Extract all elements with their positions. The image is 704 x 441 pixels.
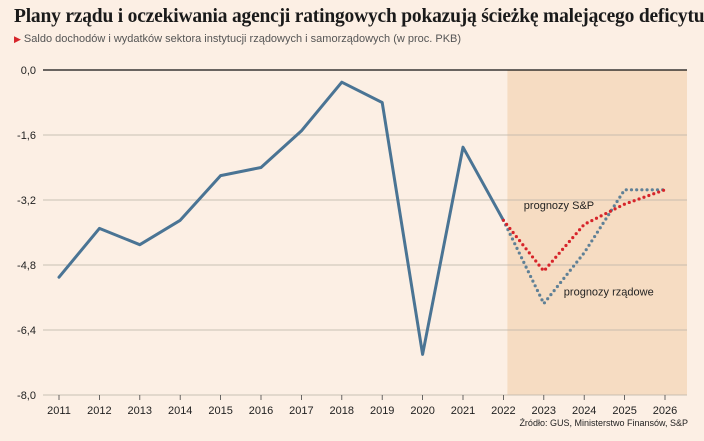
series-line-actual bbox=[57, 80, 505, 356]
x-tick-label: 2021 bbox=[451, 405, 475, 417]
y-tick-label: -3,2 bbox=[17, 195, 36, 207]
x-tick-label: 2012 bbox=[87, 405, 111, 417]
y-tick-label: -6,4 bbox=[17, 325, 36, 337]
grid-layer bbox=[43, 69, 687, 396]
x-tick-label: 2014 bbox=[168, 405, 192, 417]
series-label-gov: prognozy rządowe bbox=[564, 286, 654, 298]
x-tick-label: 2011 bbox=[47, 405, 71, 417]
series-labels: prognozy S&P prognozy rządowe bbox=[524, 200, 654, 299]
y-tick-label: -4,8 bbox=[17, 260, 36, 272]
chart-subtitle: ▶ Saldo dochodów i wydatków sektora insty… bbox=[14, 33, 461, 45]
x-tick-label: 2022 bbox=[491, 405, 515, 417]
x-tick-label: 2025 bbox=[612, 405, 636, 417]
x-tick-label: 2023 bbox=[532, 405, 556, 417]
y-axis-ticks: 0,0 -1,6 -3,2 -4,8 -6,4 -8,0 bbox=[17, 65, 36, 402]
series-layer bbox=[57, 80, 667, 356]
series-line-gov bbox=[501, 188, 667, 306]
x-tick-label: 2026 bbox=[653, 405, 677, 417]
y-tick-label: -8,0 bbox=[17, 390, 36, 402]
x-tick-label: 2016 bbox=[249, 405, 273, 417]
x-tick-label: 2020 bbox=[410, 405, 434, 417]
x-tick-label: 2019 bbox=[370, 405, 394, 417]
subtitle-marker-icon: ▶ bbox=[14, 34, 21, 44]
y-tick-label: 0,0 bbox=[21, 65, 36, 77]
series-line-sp bbox=[501, 188, 667, 273]
x-tick-label: 2017 bbox=[289, 405, 313, 417]
source-note: Źródło: GUS, Ministerstwo Finansów, S&P bbox=[519, 418, 688, 428]
x-tick-label: 2018 bbox=[330, 405, 354, 417]
x-tick-label: 2024 bbox=[572, 405, 596, 417]
subtitle-text: Saldo dochodów i wydatków sektora instyt… bbox=[23, 33, 462, 45]
x-axis-ticks: 2011 2012 2013 2014 2015 2016 2017 2018 2019 2020… bbox=[47, 395, 677, 417]
series-label-sp: prognozy S&P bbox=[524, 200, 594, 212]
x-tick-label: 2013 bbox=[128, 405, 152, 417]
chart-title: Plany rządu i oczekiwania agencji rating… bbox=[14, 6, 704, 27]
x-tick-label: 2015 bbox=[208, 405, 232, 417]
y-tick-label: -1,6 bbox=[17, 130, 36, 142]
